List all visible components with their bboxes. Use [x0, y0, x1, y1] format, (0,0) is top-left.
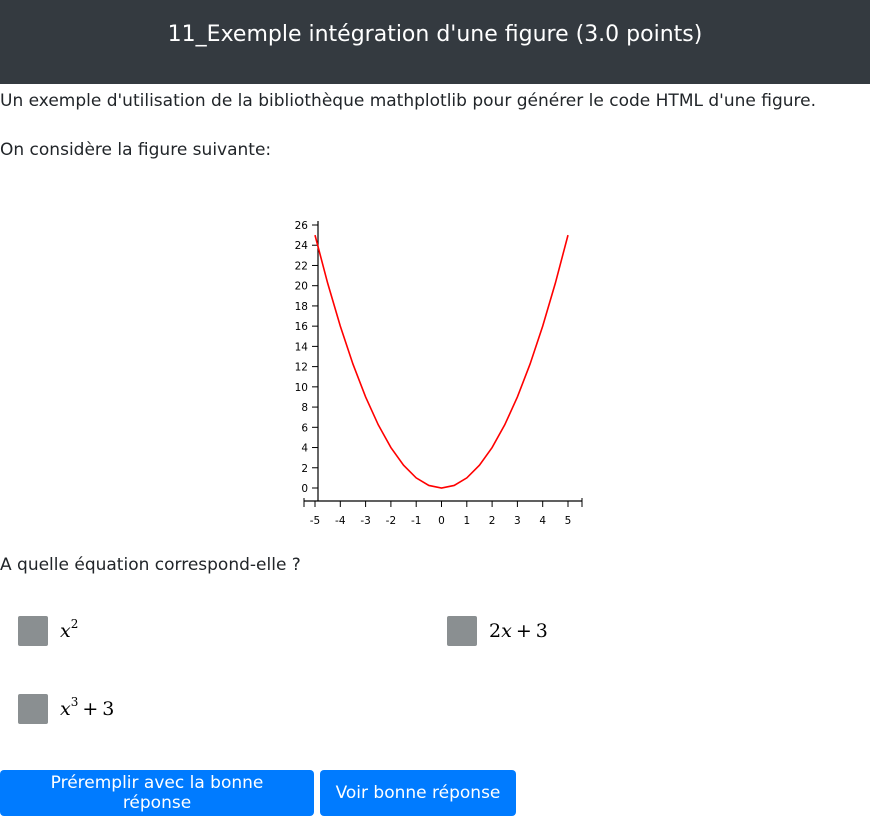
- choice-x-squared[interactable]: x2: [18, 616, 78, 646]
- y-tick-label: 0: [301, 483, 308, 495]
- y-tick-label: 26: [295, 220, 309, 232]
- consider-text: On considère la figure suivante:: [0, 140, 272, 160]
- choice-checkbox-2x-plus-3[interactable]: [447, 616, 477, 646]
- parabola-curve: [314, 234, 569, 489]
- y-tick-label: 8: [301, 402, 308, 414]
- y-tick-label: 12: [295, 362, 308, 374]
- x-tick-label: 4: [539, 515, 546, 527]
- x-tick-label: 5: [565, 515, 572, 527]
- choice-label-x-squared: x2: [60, 617, 79, 642]
- page-header: 11_Exemple intégration d'une figure (3.0…: [0, 0, 870, 84]
- prefill-answer-button[interactable]: Préremplir avec la bonne réponse: [0, 770, 314, 816]
- x-tick-label: -4: [335, 515, 346, 527]
- x-tick-label: 3: [514, 515, 521, 527]
- x-tick-label: -5: [310, 515, 320, 527]
- x-tick-label: 1: [463, 515, 470, 527]
- y-tick-label: 6: [301, 422, 308, 434]
- question-text: A quelle équation correspond-elle ?: [0, 555, 301, 575]
- x-tick-label: -1: [411, 515, 421, 527]
- y-tick-label: 24: [295, 240, 309, 252]
- y-tick-label: 18: [295, 301, 308, 313]
- choice-2x-plus-3[interactable]: 2x +3: [447, 616, 548, 646]
- choice-x-cubed-plus-3[interactable]: x3 +3: [18, 694, 114, 724]
- y-tick-label: 10: [295, 382, 308, 394]
- y-tick-label: 20: [295, 281, 308, 293]
- page-title: 11_Exemple intégration d'une figure (3.0…: [167, 21, 703, 47]
- x-tick-label: 2: [489, 515, 496, 527]
- x-tick-label: -2: [386, 515, 396, 527]
- choice-label-2x-plus-3: 2x +3: [489, 620, 548, 642]
- show-answer-button[interactable]: Voir bonne réponse: [320, 770, 516, 816]
- choice-checkbox-x-cubed-plus-3[interactable]: [18, 694, 48, 724]
- y-tick-label: 22: [295, 260, 308, 272]
- choice-checkbox-x-squared[interactable]: [18, 616, 48, 646]
- x-tick-label: 0: [438, 515, 445, 527]
- intro-text: Un exemple d'utilisation de la bibliothè…: [0, 91, 816, 111]
- choice-label-x-cubed-plus-3: x3 +3: [60, 695, 115, 720]
- y-tick-label: 16: [295, 321, 309, 333]
- y-tick-label: 4: [301, 443, 308, 455]
- x-tick-label: -3: [360, 515, 370, 527]
- y-tick-label: 2: [301, 463, 308, 475]
- y-tick-label: 14: [295, 341, 309, 353]
